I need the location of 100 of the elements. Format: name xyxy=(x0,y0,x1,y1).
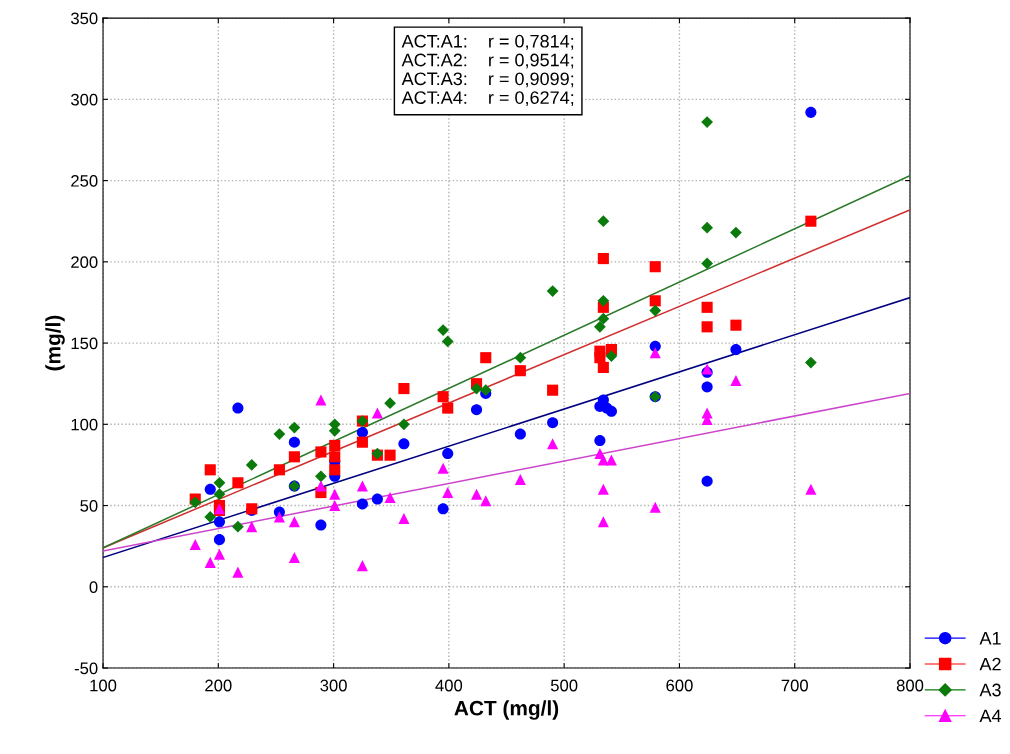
x-tick-label: 100 xyxy=(90,679,117,692)
point xyxy=(805,106,817,118)
point xyxy=(701,321,713,333)
point xyxy=(701,116,713,128)
point xyxy=(649,304,662,317)
point xyxy=(597,312,610,325)
point xyxy=(514,351,527,364)
y-tick-label: 100 xyxy=(71,418,98,431)
point xyxy=(384,449,396,461)
point xyxy=(288,421,301,434)
point xyxy=(437,462,449,474)
point xyxy=(329,451,341,463)
point xyxy=(371,493,383,505)
point xyxy=(189,496,202,509)
annotation: ACT:A3: r = 0,9099; xyxy=(401,72,574,88)
point xyxy=(356,480,368,492)
y-tick-label: 300 xyxy=(70,93,98,106)
point xyxy=(805,215,817,227)
point xyxy=(441,335,454,348)
point xyxy=(649,295,661,307)
point xyxy=(547,384,559,396)
y-tick-label: 50 xyxy=(80,499,98,512)
y-axis-title: (mg/l) xyxy=(45,315,65,371)
point xyxy=(356,426,368,438)
point xyxy=(288,552,300,564)
point xyxy=(204,483,216,495)
point xyxy=(189,539,201,551)
x-tick-label: 200 xyxy=(205,679,232,692)
y-tick-label: 0 xyxy=(89,581,98,593)
x-tick-label: 700 xyxy=(781,679,808,692)
y-tick-label: 250 xyxy=(71,174,98,187)
point xyxy=(204,556,216,568)
annotation: ACT:A1: r = 0,7814; xyxy=(401,34,574,50)
point xyxy=(398,383,410,395)
annotation: ACT:A4: r = 0,6274; xyxy=(401,91,574,107)
point xyxy=(356,498,368,510)
point xyxy=(605,405,617,417)
point xyxy=(213,488,226,501)
point xyxy=(437,391,449,403)
point xyxy=(384,491,396,503)
point xyxy=(730,319,742,331)
point xyxy=(701,257,713,270)
legend-label: A1 xyxy=(979,632,1001,645)
point xyxy=(594,320,606,333)
point xyxy=(204,511,217,523)
point xyxy=(398,513,410,525)
point xyxy=(480,352,492,364)
legend-label: A4 xyxy=(979,709,1002,723)
point xyxy=(730,226,742,239)
point xyxy=(273,464,285,476)
point xyxy=(232,566,244,578)
point xyxy=(701,381,713,393)
point xyxy=(315,480,327,492)
x-tick-label: 400 xyxy=(435,679,463,692)
y-tick-label: 150 xyxy=(71,337,98,350)
point xyxy=(597,294,610,307)
point xyxy=(329,488,341,500)
point xyxy=(437,324,449,336)
x-axis-title: ACT (mg/l) xyxy=(454,700,559,720)
point xyxy=(730,374,742,386)
point xyxy=(398,438,410,450)
point xyxy=(701,301,713,313)
y-tick-label: 200 xyxy=(71,256,98,269)
point xyxy=(329,464,341,476)
point xyxy=(437,503,449,515)
point xyxy=(470,404,483,416)
point xyxy=(597,215,610,228)
legend-label: A2 xyxy=(979,657,1001,671)
point xyxy=(470,488,483,500)
legend-label: A3 xyxy=(979,683,1001,697)
point xyxy=(701,475,713,487)
point xyxy=(605,454,617,466)
x-tick-label: 500 xyxy=(550,679,578,692)
point xyxy=(649,501,661,513)
point xyxy=(597,253,609,265)
annotation: ACT:A2: r = 0,9514; xyxy=(401,53,574,69)
point xyxy=(514,474,526,486)
point xyxy=(213,548,226,560)
point xyxy=(514,428,526,440)
y-tick-label: 350 xyxy=(70,12,98,25)
point xyxy=(356,560,368,572)
point xyxy=(213,476,226,489)
point xyxy=(398,418,410,431)
point xyxy=(804,356,817,369)
point xyxy=(315,519,327,531)
point xyxy=(597,483,609,495)
point xyxy=(204,464,216,476)
point xyxy=(329,439,341,451)
point xyxy=(442,448,454,460)
point xyxy=(232,402,244,414)
point xyxy=(649,261,661,273)
point xyxy=(315,470,327,483)
point xyxy=(597,361,609,373)
point xyxy=(442,402,454,414)
point xyxy=(546,285,559,297)
point xyxy=(384,397,396,410)
point xyxy=(594,352,606,364)
y-tick-label: -50 xyxy=(74,662,98,675)
point xyxy=(315,446,327,458)
point xyxy=(805,483,817,495)
